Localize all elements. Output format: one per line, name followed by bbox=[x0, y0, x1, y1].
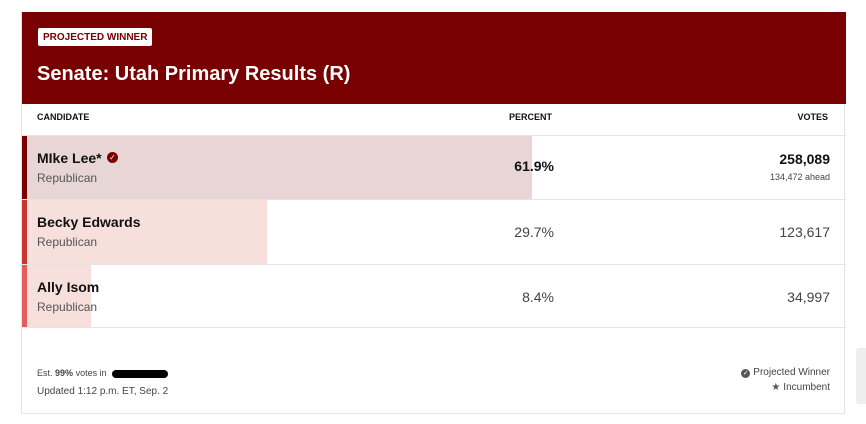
candidate-name: MIke Lee* bbox=[37, 150, 102, 166]
legend-incumbent: ★ Incumbent bbox=[771, 382, 830, 393]
percent-bar bbox=[22, 265, 92, 327]
votes: 258,089 bbox=[779, 151, 830, 167]
column-header: CANDIDATE bbox=[37, 112, 90, 122]
party: Republican bbox=[37, 300, 98, 314]
legend-winner: ✓ Projected Winner bbox=[741, 367, 830, 378]
percent: 29.7% bbox=[514, 224, 554, 240]
candidate-name: Ally Isom bbox=[37, 279, 100, 295]
candidate-row: Becky Edwards Republican 29.7% 123,617 bbox=[22, 199, 846, 264]
check-icon: ✓ bbox=[741, 369, 751, 378]
title: Senate: Utah Primary Results (R) bbox=[37, 63, 351, 85]
party-stripe bbox=[22, 136, 27, 199]
header: PROJECTED WINNER Senate: Utah Primary Re… bbox=[22, 12, 846, 104]
column-header: PERCENT bbox=[508, 112, 552, 122]
legend-label: Incumbent bbox=[783, 382, 830, 393]
percent: 61.9% bbox=[514, 158, 554, 174]
winner-icon: ✓ bbox=[107, 152, 118, 163]
star-icon: ★ bbox=[771, 382, 781, 393]
candidate-row: Ally Isom Republican 8.4% 34,997 bbox=[22, 264, 846, 327]
column-header: VOTES bbox=[797, 112, 828, 122]
percent-bar bbox=[22, 136, 533, 199]
votes: 34,997 bbox=[787, 289, 830, 305]
party: Republican bbox=[37, 171, 98, 185]
percent-bar bbox=[22, 200, 267, 264]
redacted bbox=[112, 369, 169, 378]
candidate-row: MIke Lee* Republican 61.9% 258,089 134,472 a… bbox=[22, 135, 846, 199]
est-suffix: votes in bbox=[75, 368, 107, 378]
estimate: Est. 99% votes in bbox=[37, 368, 169, 378]
scrollbar bbox=[856, 348, 866, 404]
lead: 134,472 ahead bbox=[769, 172, 830, 182]
candidate-name: Becky Edwards bbox=[37, 214, 141, 230]
badge: PROJECTED WINNER bbox=[38, 28, 153, 46]
votes: 123,617 bbox=[779, 224, 830, 240]
updated: Updated 1:12 p.m. ET, Sep. 2 bbox=[37, 386, 169, 397]
party: Republican bbox=[37, 235, 98, 249]
est-prefix: Est. bbox=[37, 368, 53, 378]
est-value: 99% bbox=[55, 368, 74, 378]
percent: 8.4% bbox=[522, 289, 554, 305]
footer: Est. 99% votes in Updated 1:12 p.m. ET, … bbox=[22, 327, 846, 414]
party-stripe bbox=[22, 265, 27, 327]
results-card: PROJECTED WINNER Senate: Utah Primary Re… bbox=[21, 12, 846, 414]
party-stripe bbox=[22, 200, 27, 264]
legend-label: Projected Winner bbox=[753, 367, 830, 378]
